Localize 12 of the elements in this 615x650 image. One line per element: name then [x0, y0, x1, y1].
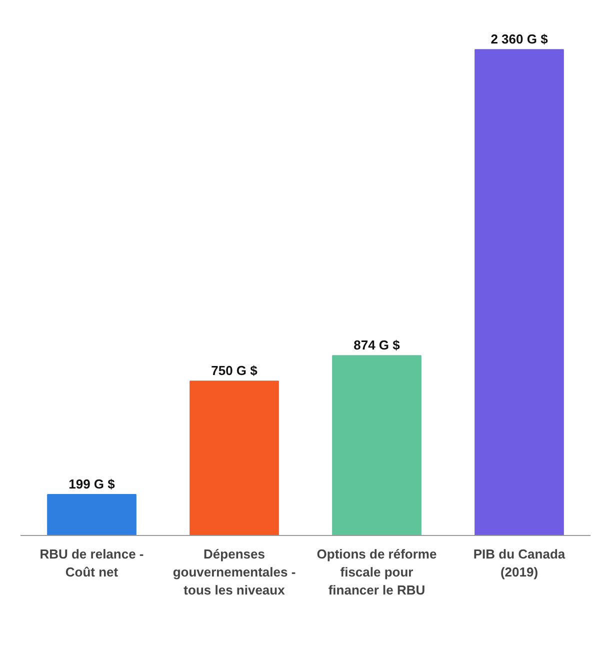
x-tick-label: PIB du Canada (2019) — [473, 546, 566, 580]
data-label: 750 G $ — [211, 363, 258, 378]
x-tick-label: RBU de relance - Coût net — [40, 546, 144, 580]
bar — [332, 355, 422, 536]
x-tick-label: Dépenses gouvernementales - tous les niveaux — [172, 546, 296, 598]
data-label: 2 360 G $ — [490, 32, 549, 47]
bar — [47, 494, 136, 536]
bar — [190, 380, 279, 536]
x-tick-label: Options de réforme fiscale pour financer le RBU — [316, 546, 437, 598]
data-label: 199 G $ — [68, 476, 116, 492]
data-label: 874 G $ — [354, 338, 401, 353]
bar — [474, 49, 564, 536]
